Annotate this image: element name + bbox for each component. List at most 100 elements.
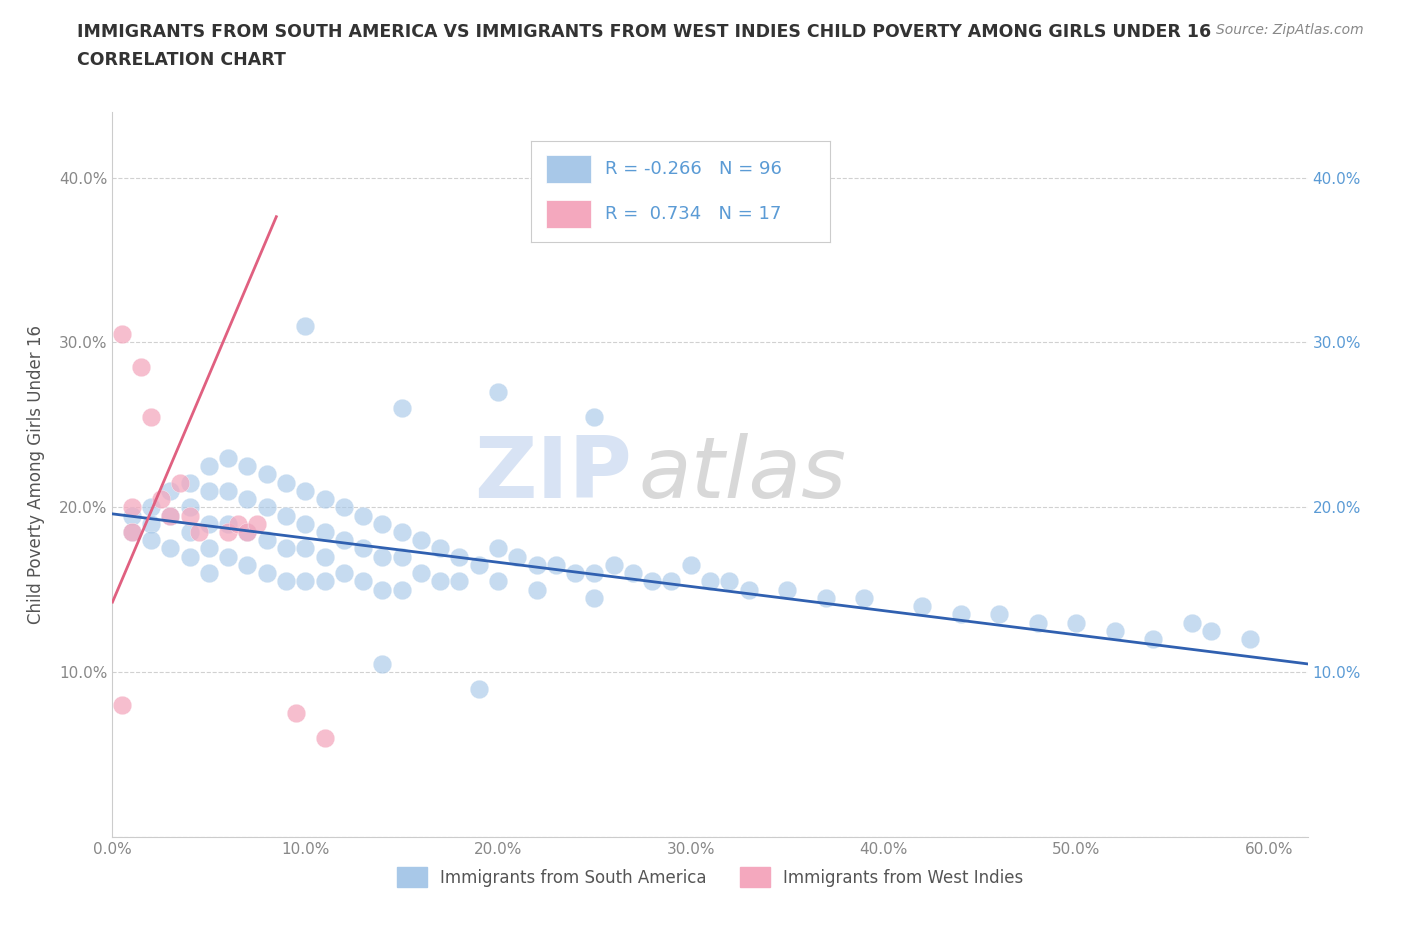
Immigrants from South America (236, 458, 259, 473)
Immigrants from South America (256, 533, 278, 548)
Immigrants from South America (449, 550, 471, 565)
Immigrants from South America (179, 499, 201, 514)
Immigrants from South America (429, 574, 451, 589)
Immigrants from West Indies (111, 326, 134, 341)
Immigrants from South America (352, 541, 374, 556)
Immigrants from South America (391, 550, 413, 565)
Immigrants from South America (294, 318, 316, 333)
Immigrants from South America (1104, 623, 1126, 638)
Immigrants from West Indies (246, 516, 269, 531)
Text: Source: ZipAtlas.com: Source: ZipAtlas.com (1216, 23, 1364, 37)
Text: IMMIGRANTS FROM SOUTH AMERICA VS IMMIGRANTS FROM WEST INDIES CHILD POVERTY AMONG: IMMIGRANTS FROM SOUTH AMERICA VS IMMIGRA… (77, 23, 1212, 41)
Immigrants from South America (737, 582, 759, 597)
Immigrants from South America (371, 657, 394, 671)
Immigrants from South America (198, 484, 221, 498)
Immigrants from West Indies (121, 499, 143, 514)
Immigrants from South America (814, 591, 837, 605)
Immigrants from West Indies (284, 706, 307, 721)
Immigrants from South America (314, 525, 336, 539)
Immigrants from South America (274, 475, 297, 490)
Immigrants from South America (236, 492, 259, 507)
Immigrants from South America (506, 550, 529, 565)
Immigrants from West Indies (314, 731, 336, 746)
Immigrants from South America (371, 550, 394, 565)
Immigrants from South America (314, 574, 336, 589)
Immigrants from West Indies (179, 508, 201, 523)
Immigrants from South America (391, 401, 413, 416)
Immigrants from South America (179, 525, 201, 539)
Immigrants from South America (621, 565, 644, 580)
Immigrants from South America (121, 525, 143, 539)
Immigrants from South America (602, 557, 624, 572)
Immigrants from South America (486, 541, 509, 556)
Immigrants from South America (679, 557, 702, 572)
Immigrants from South America (294, 574, 316, 589)
Immigrants from South America (911, 599, 934, 614)
Immigrants from South America (139, 499, 162, 514)
Immigrants from South America (217, 516, 239, 531)
Immigrants from South America (333, 499, 356, 514)
Immigrants from South America (294, 516, 316, 531)
Immigrants from South America (409, 533, 432, 548)
Immigrants from South America (391, 525, 413, 539)
Immigrants from South America (217, 550, 239, 565)
Immigrants from South America (371, 516, 394, 531)
Immigrants from South America (1239, 631, 1261, 646)
Immigrants from South America (583, 565, 606, 580)
Immigrants from South America (409, 565, 432, 580)
Immigrants from South America (198, 516, 221, 531)
Immigrants from South America (449, 574, 471, 589)
Immigrants from West Indies (121, 525, 143, 539)
Immigrants from South America (236, 557, 259, 572)
Legend: Immigrants from South America, Immigrants from West Indies: Immigrants from South America, Immigrant… (389, 860, 1031, 894)
Immigrants from South America (467, 557, 489, 572)
Immigrants from South America (1181, 616, 1204, 631)
Immigrants from South America (217, 450, 239, 465)
Immigrants from South America (352, 508, 374, 523)
Immigrants from South America (274, 574, 297, 589)
Immigrants from South America (583, 591, 606, 605)
Immigrants from South America (314, 492, 336, 507)
Immigrants from South America (467, 681, 489, 696)
Immigrants from South America (314, 550, 336, 565)
Y-axis label: Child Poverty Among Girls Under 16: Child Poverty Among Girls Under 16 (27, 325, 45, 624)
Immigrants from South America (699, 574, 721, 589)
Immigrants from South America (333, 533, 356, 548)
Immigrants from South America (256, 467, 278, 482)
Immigrants from South America (217, 484, 239, 498)
Immigrants from South America (486, 574, 509, 589)
Immigrants from South America (1199, 623, 1222, 638)
Immigrants from South America (583, 409, 606, 424)
Immigrants from South America (486, 384, 509, 399)
Immigrants from South America (526, 557, 548, 572)
Immigrants from South America (236, 525, 259, 539)
Immigrants from South America (352, 574, 374, 589)
Immigrants from South America (294, 541, 316, 556)
Immigrants from South America (429, 541, 451, 556)
Immigrants from South America (139, 516, 162, 531)
Immigrants from South America (1064, 616, 1087, 631)
Immigrants from South America (159, 508, 181, 523)
Immigrants from South America (294, 484, 316, 498)
Immigrants from South America (853, 591, 876, 605)
Immigrants from South America (198, 541, 221, 556)
Immigrants from West Indies (149, 492, 172, 507)
Immigrants from South America (544, 557, 567, 572)
Immigrants from South America (641, 574, 664, 589)
Immigrants from South America (564, 565, 586, 580)
Immigrants from South America (159, 541, 181, 556)
Immigrants from South America (139, 533, 162, 548)
Text: CORRELATION CHART: CORRELATION CHART (77, 51, 287, 69)
Immigrants from West Indies (131, 360, 153, 375)
Immigrants from West Indies (111, 698, 134, 712)
Immigrants from South America (526, 582, 548, 597)
Immigrants from South America (179, 550, 201, 565)
Immigrants from South America (333, 565, 356, 580)
Immigrants from South America (1026, 616, 1049, 631)
Immigrants from South America (391, 582, 413, 597)
Immigrants from South America (274, 508, 297, 523)
Immigrants from West Indies (217, 525, 239, 539)
Immigrants from South America (159, 484, 181, 498)
Immigrants from South America (179, 475, 201, 490)
Immigrants from South America (1142, 631, 1164, 646)
